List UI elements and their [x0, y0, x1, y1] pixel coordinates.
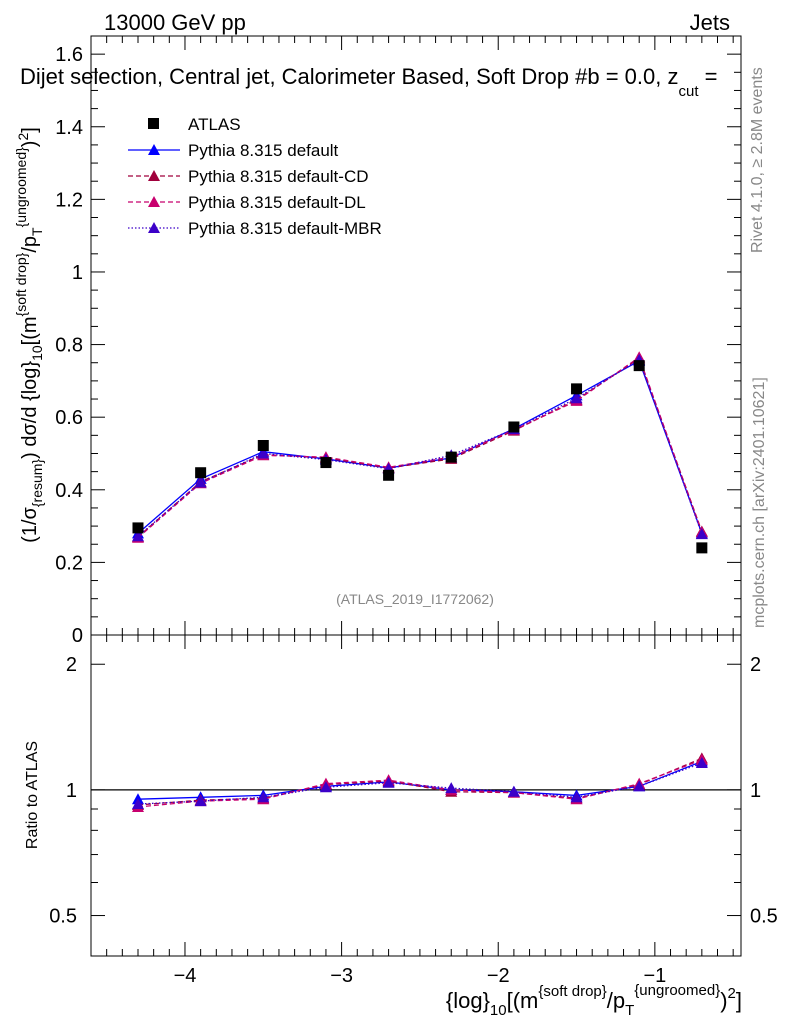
ratio-series-point	[382, 776, 395, 788]
main-y-axis-label: (1/σ{resum}) dσ/d {log}10[(m{soft drop}/…	[13, 127, 45, 543]
main-y-tick-label: 1	[72, 262, 83, 284]
main-y-tick-label: 0.8	[55, 335, 83, 357]
main-series-point	[570, 392, 583, 404]
main-series-point	[131, 530, 144, 542]
selection-title: Dijet selection, Central jet, Calorimete…	[20, 64, 717, 100]
legend-label: Pythia 8.315 default	[188, 141, 339, 160]
rivet-version-label: Rivet 4.1.0, ≥ 2.8M events	[749, 67, 766, 253]
main-y-tick-labels: 0 0.2 0.4 0.6 0.8 1 1.2 1.4 1.6	[55, 44, 83, 647]
x-tick-labels: −4 −3 −2 −1	[174, 965, 667, 987]
ratio-series-point	[194, 795, 207, 807]
atlas-data-point	[696, 542, 708, 554]
legend: ATLAS Pythia 8.315 default Pythia 8.315 de…	[128, 115, 382, 238]
main-series-point	[194, 476, 207, 488]
ratio-series-point	[257, 791, 270, 803]
x-tick-label: −4	[174, 965, 197, 987]
main-series-line	[137, 356, 703, 539]
main-series-line	[137, 357, 703, 538]
atlas-data-point	[383, 469, 395, 481]
atlas-data-point	[508, 421, 520, 433]
main-series-line	[137, 358, 703, 537]
mcplots-label: mcplots.cern.ch [arXiv:2401.10621]	[751, 377, 768, 628]
ratio-plot-frame	[90, 634, 742, 957]
main-y-tick-label: 0.6	[55, 407, 83, 429]
ratio-y-tick-label-right: 2	[750, 654, 761, 676]
energy-label: 13000 GeV pp	[104, 10, 246, 35]
ratio-series-point	[570, 791, 583, 803]
analysis-watermark: (ATLAS_2019_I1772062)	[336, 591, 494, 607]
ratio-series-point	[695, 756, 708, 768]
legend-label: ATLAS	[188, 115, 241, 134]
selection-title-main: Dijet selection, Central jet, Calorimete…	[20, 64, 678, 89]
legend-label: Pythia 8.315 default-DL	[188, 193, 366, 212]
ratio-series-line	[137, 759, 703, 808]
atlas-data-point	[257, 439, 269, 451]
legend-marker	[148, 196, 160, 207]
ratio-series-line	[137, 762, 703, 805]
ratio-series-point	[507, 785, 520, 797]
legend-label: Pythia 8.315 default-CD	[188, 167, 369, 186]
main-y-tick-label: 1.6	[55, 44, 83, 66]
main-y-tick-label: 1.2	[55, 189, 83, 211]
ratio-series-point	[319, 781, 332, 793]
ratio-y-tick-label-right: 0.5	[750, 906, 778, 928]
legend-marker	[148, 170, 160, 181]
ratio-y-axis-label: Ratio to ATLAS	[24, 741, 41, 849]
selection-title-tail: =	[699, 64, 718, 89]
main-y-tick-label: 1.4	[55, 117, 83, 139]
ratio-y-tick-label-right: 1	[750, 780, 761, 802]
legend-label: Pythia 8.315 default-MBR	[188, 219, 382, 238]
ratio-series-point	[445, 782, 458, 794]
ratio-series-point	[131, 798, 144, 810]
atlas-data-point	[132, 522, 144, 534]
main-series-point	[257, 447, 270, 459]
x-tick-label: −1	[643, 965, 666, 987]
ratio-series-line	[137, 757, 703, 806]
main-series-group	[131, 351, 708, 554]
x-tick-label: −2	[487, 965, 510, 987]
main-y-tick-label: 0.4	[55, 480, 83, 502]
main-y-tick-label: 0.2	[55, 552, 83, 574]
legend-marker-atlas	[148, 118, 159, 129]
legend-marker	[148, 222, 160, 233]
ratio-series-point	[633, 780, 646, 792]
ratio-y-tick-labels: 0.5 0.5 1 1 2 2	[49, 654, 778, 927]
atlas-data-point	[195, 467, 207, 479]
selection-title-sub: cut	[678, 83, 699, 100]
main-y-axis	[91, 53, 741, 636]
atlas-data-point	[571, 383, 583, 395]
x-axis	[90, 36, 734, 956]
atlas-data-point	[633, 360, 645, 372]
atlas-data-point	[320, 457, 332, 469]
ratio-y-tick-label: 0.5	[49, 906, 77, 928]
ratio-series-group	[91, 752, 741, 812]
main-series-line	[137, 359, 703, 534]
ratio-y-tick-label: 2	[66, 654, 77, 676]
main-y-tick-label: 0	[72, 625, 83, 647]
main-series-point	[695, 528, 708, 540]
ratio-series-line	[137, 760, 703, 800]
ratio-y-tick-label: 1	[66, 780, 77, 802]
legend-marker	[148, 144, 160, 155]
atlas-data-point	[445, 451, 457, 463]
x-axis-label: {log}10[(m{soft drop}/pT{ungroomed})2]	[446, 982, 742, 1019]
x-tick-label: −3	[330, 965, 353, 987]
process-label: Jets	[690, 10, 730, 35]
